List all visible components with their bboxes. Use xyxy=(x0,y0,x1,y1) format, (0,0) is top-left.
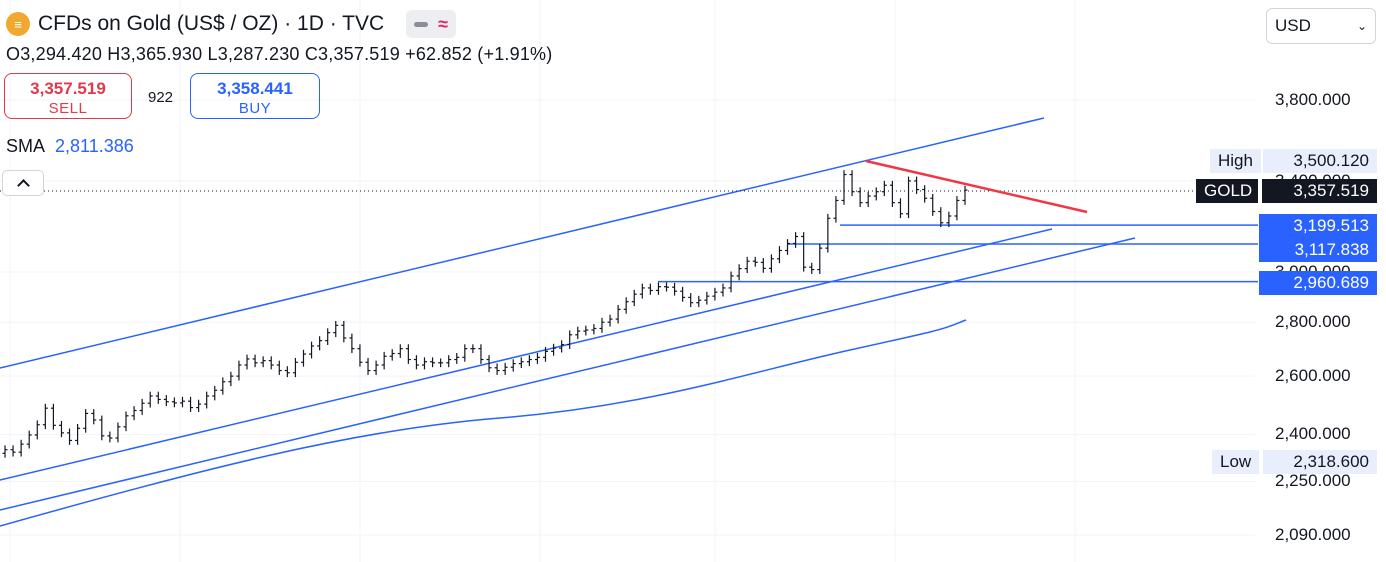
buy-label: BUY xyxy=(238,100,272,117)
y-tick-label: 2,250.000 xyxy=(1275,471,1351,491)
level-label-3[interactable]: 2,960.689 xyxy=(1259,271,1377,295)
chevron-up-icon xyxy=(16,178,30,192)
sma-line xyxy=(0,319,967,527)
channel-upper-line xyxy=(0,117,1045,369)
sma-name: SMA xyxy=(6,136,46,156)
current-symbol-label: GOLD xyxy=(1196,179,1258,203)
symbol-title[interactable]: CFDs on Gold (US$ / OZ) · 1D · TVC xyxy=(38,12,385,35)
sma-value: 2,811.386 xyxy=(55,136,134,156)
current-price-label: 3,357.519 xyxy=(1262,179,1377,203)
high-label: High xyxy=(1210,149,1261,173)
buy-button[interactable]: 3,358.441 BUY xyxy=(190,73,320,119)
level-label-1[interactable]: 3,199.513 xyxy=(1259,214,1377,238)
buy-price: 3,358.441 xyxy=(217,79,293,98)
chart-header: ≡ CFDs on Gold (US$ / OZ) · 1D · TVC ≈ xyxy=(6,10,457,38)
y-tick-label: 2,800.000 xyxy=(1275,312,1351,332)
collapse-legend-button[interactable] xyxy=(2,170,44,196)
chart-status-pill[interactable]: ≈ xyxy=(406,10,457,38)
channel-lower-line xyxy=(0,237,1136,511)
sell-button[interactable]: 3,357.519 SELL xyxy=(4,73,132,119)
minus-icon xyxy=(414,21,429,27)
chevron-down-icon: ⌄ xyxy=(1356,19,1367,33)
high-value: 3,500.120 xyxy=(1263,149,1377,173)
y-tick-label: 2,400.000 xyxy=(1275,424,1351,444)
channel-middle-line xyxy=(0,228,1053,481)
low-value: 2,318.600 xyxy=(1263,450,1377,474)
sma-legend[interactable]: SMA 2,811.386 xyxy=(6,136,134,157)
spread-value: 922 xyxy=(148,89,174,106)
gold-bars-icon: ≡ xyxy=(6,12,30,36)
currency-select[interactable]: USD ⌄ xyxy=(1266,8,1376,44)
y-tick-label: 2,600.000 xyxy=(1275,366,1351,386)
ohlc-readout: O3,294.420 H3,365.930 L3,287.230 C3,357.… xyxy=(6,44,553,64)
level-label-2[interactable]: 3,117.838 xyxy=(1259,238,1377,262)
y-tick-label: 2,090.000 xyxy=(1275,525,1351,544)
low-label: Low xyxy=(1212,450,1260,474)
resistance-trendline xyxy=(865,159,1088,214)
currency-value: USD xyxy=(1275,16,1311,35)
wave-icon: ≈ xyxy=(438,14,449,34)
sell-price: 3,357.519 xyxy=(30,79,106,98)
y-tick-label: 3,800.000 xyxy=(1275,90,1351,109)
sell-label: SELL xyxy=(48,100,88,117)
